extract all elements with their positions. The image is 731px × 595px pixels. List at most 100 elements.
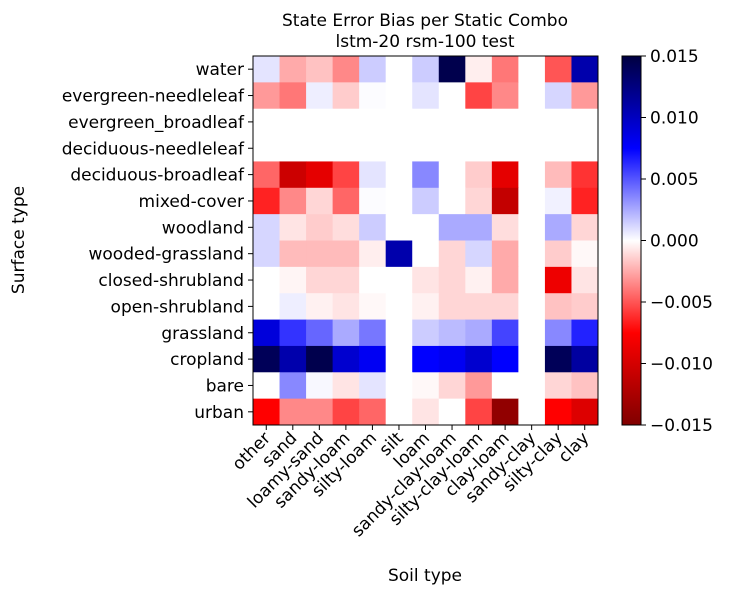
heatmap-cell bbox=[253, 108, 281, 136]
heatmap-cell bbox=[438, 108, 466, 136]
heatmap-cell bbox=[306, 135, 334, 162]
heatmap-cell bbox=[279, 161, 307, 189]
heatmap-cell bbox=[306, 82, 334, 110]
heatmap-cell bbox=[253, 319, 281, 347]
heatmap-cell bbox=[491, 345, 519, 373]
heatmap-cell bbox=[491, 266, 519, 294]
y-axis-label: Surface type bbox=[9, 186, 29, 294]
heatmap-cell bbox=[306, 214, 334, 241]
heatmap-cell bbox=[279, 319, 307, 347]
heatmap-cell bbox=[385, 398, 413, 426]
heatmap-cell bbox=[385, 266, 413, 294]
heatmap-cell bbox=[518, 56, 546, 83]
heatmap-cell bbox=[306, 56, 334, 83]
heatmap-cell bbox=[518, 135, 546, 162]
heatmap-cell bbox=[279, 214, 307, 241]
heatmap-cell bbox=[306, 240, 334, 268]
heatmap-cell bbox=[412, 319, 440, 347]
heatmap-cell bbox=[306, 398, 334, 426]
heatmap-cell bbox=[544, 345, 572, 373]
heatmap-cell bbox=[253, 293, 281, 321]
y-tick-label: deciduous-needleleaf bbox=[62, 139, 245, 159]
heatmap-cell bbox=[412, 266, 440, 294]
heatmap-cell bbox=[465, 56, 493, 83]
heatmap-cell bbox=[306, 293, 334, 321]
heatmap-cell bbox=[518, 187, 546, 215]
heatmap-cell bbox=[438, 293, 466, 321]
heatmap-cell bbox=[359, 187, 387, 215]
heatmap-cell bbox=[253, 135, 281, 162]
heatmap-cell bbox=[518, 319, 546, 347]
heatmap-cell bbox=[438, 345, 466, 373]
heatmap-cell bbox=[412, 398, 440, 426]
heatmap-cell bbox=[332, 108, 360, 136]
heatmap-cell bbox=[253, 240, 281, 268]
heatmap-cell bbox=[359, 240, 387, 268]
heatmap-cell bbox=[491, 398, 519, 426]
heatmap-cell bbox=[571, 372, 599, 400]
heatmap-cell bbox=[544, 135, 572, 162]
heatmap-cell bbox=[518, 240, 546, 268]
colorbar-tick-label: 0.010 bbox=[650, 109, 699, 129]
heatmap-cell bbox=[332, 240, 360, 268]
colorbar-tick-label: −0.005 bbox=[650, 293, 713, 313]
heatmap-cell bbox=[438, 319, 466, 347]
heatmap-cell bbox=[412, 240, 440, 268]
heatmap-cell bbox=[518, 82, 546, 110]
heatmap-cell bbox=[385, 161, 413, 189]
heatmap-cell bbox=[359, 161, 387, 189]
heatmap-cell bbox=[438, 240, 466, 268]
heatmap-cells bbox=[253, 56, 599, 426]
heatmap-cell bbox=[332, 135, 360, 162]
heatmap-cell bbox=[465, 135, 493, 162]
heatmap-cell bbox=[279, 82, 307, 110]
heatmap-cell bbox=[306, 345, 334, 373]
heatmap-cell bbox=[491, 56, 519, 83]
heatmap-cell bbox=[571, 345, 599, 373]
heatmap-cell bbox=[438, 82, 466, 110]
heatmap-cell bbox=[438, 398, 466, 426]
heatmap-cell bbox=[412, 108, 440, 136]
heatmap-cell bbox=[518, 345, 546, 373]
heatmap-cell bbox=[465, 293, 493, 321]
colorbar-tick-label: −0.015 bbox=[650, 416, 713, 436]
heatmap-cell bbox=[491, 372, 519, 400]
y-tick-label: grassland bbox=[161, 324, 244, 344]
heatmap-cell bbox=[571, 135, 599, 162]
heatmap-cell bbox=[412, 372, 440, 400]
heatmap-cell bbox=[518, 266, 546, 294]
heatmap-cell bbox=[279, 266, 307, 294]
heatmap-cell bbox=[571, 82, 599, 110]
heatmap-cell bbox=[385, 319, 413, 347]
heatmap-cell bbox=[385, 135, 413, 162]
heatmap-cell bbox=[385, 372, 413, 400]
heatmap-cell bbox=[571, 240, 599, 268]
heatmap-cell bbox=[465, 240, 493, 268]
heatmap-cell bbox=[544, 214, 572, 241]
heatmap-cell bbox=[438, 372, 466, 400]
y-tick-label: cropland bbox=[170, 350, 244, 370]
heatmap-cell bbox=[571, 319, 599, 347]
heatmap-cell bbox=[518, 293, 546, 321]
y-tick-label: bare bbox=[206, 376, 244, 396]
heatmap-cell bbox=[385, 240, 413, 268]
heatmap-cell bbox=[306, 319, 334, 347]
heatmap-cell bbox=[332, 214, 360, 241]
heatmap-cell bbox=[385, 293, 413, 321]
heatmap-cell bbox=[253, 161, 281, 189]
x-tick-labels: othersandloamy-sandsandy-loamsilty-loams… bbox=[229, 425, 593, 541]
heatmap-cell bbox=[465, 266, 493, 294]
heatmap-cell bbox=[544, 108, 572, 136]
heatmap-cell bbox=[412, 187, 440, 215]
colorbar-tick-label: −0.010 bbox=[650, 355, 713, 375]
heatmap-cell bbox=[332, 82, 360, 110]
heatmap-cell bbox=[253, 345, 281, 373]
heatmap-cell bbox=[465, 214, 493, 241]
heatmap-cell bbox=[279, 293, 307, 321]
heatmap-cell bbox=[571, 398, 599, 426]
heatmap-cell bbox=[359, 135, 387, 162]
heatmap-cell bbox=[438, 135, 466, 162]
heatmap-cell bbox=[253, 56, 281, 83]
heatmap-cell bbox=[359, 293, 387, 321]
heatmap-cell bbox=[359, 108, 387, 136]
